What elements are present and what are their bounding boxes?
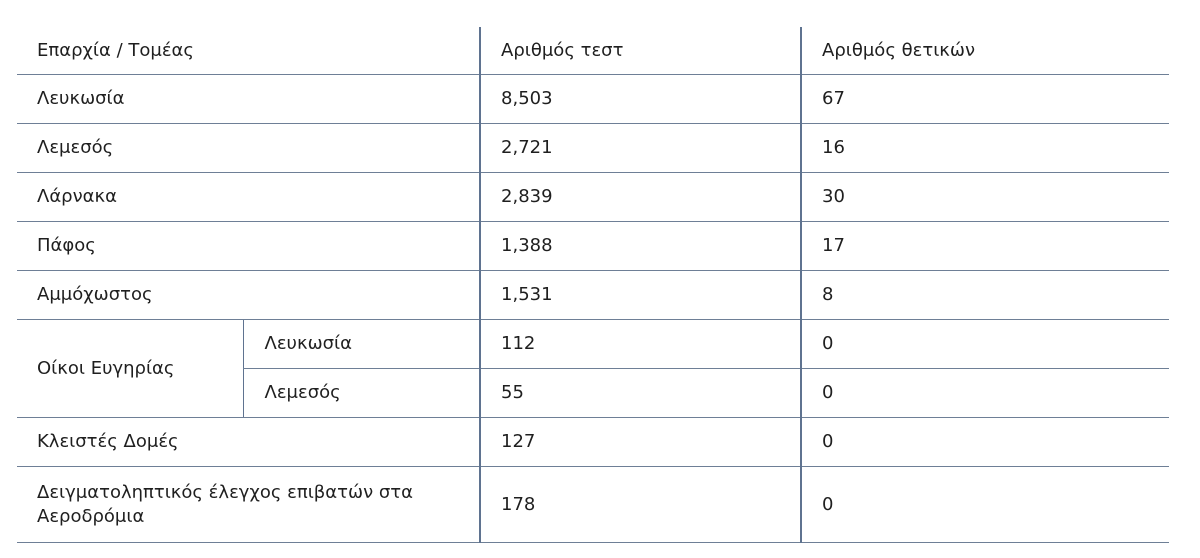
cell-positives: 0 — [800, 466, 1170, 543]
cell-tests: 2,839 — [479, 172, 802, 222]
cell-positives: 0 — [800, 368, 1170, 418]
cell-region: Λάρνακα — [17, 172, 481, 222]
cell-positives: 16 — [800, 123, 1170, 173]
cell-region: Αμμόχωστος — [17, 270, 481, 320]
test-results-table-container: Επαρχία / Τομέας Αριθμός τεστ Αριθμός θε… — [17, 27, 1170, 543]
cell-positives: 0 — [800, 417, 1170, 467]
cell-positives: 8 — [800, 270, 1170, 320]
cell-tests: 127 — [479, 417, 802, 467]
cell-region: Κλειστές Δομές — [17, 417, 481, 467]
table-row-care-homes: Λεμεσός 55 0 — [17, 368, 1170, 418]
table-row-care-homes: Οίκοι Ευγηρίας Λευκωσία 112 0 — [17, 319, 1170, 418]
cell-care-homes-label: Οίκοι Ευγηρίας — [17, 319, 243, 418]
header-tests: Αριθμός τεστ — [479, 27, 802, 75]
table-row: Δειγματοληπτικός έλεγχος επιβατών στα Αε… — [17, 466, 1170, 543]
table-row: Λάρνακα 2,839 30 — [17, 172, 1170, 222]
table-row: Λεμεσός 2,721 16 — [17, 123, 1170, 173]
test-results-table: Επαρχία / Τομέας Αριθμός τεστ Αριθμός θε… — [17, 27, 1170, 543]
table-row: Κλειστές Δομές 127 0 — [17, 417, 1170, 467]
cell-tests: 1,388 — [479, 221, 802, 271]
table-row: Λευκωσία 8,503 67 — [17, 74, 1170, 124]
cell-sub-region: Λευκωσία — [242, 319, 481, 369]
header-positives: Αριθμός θετικών — [800, 27, 1170, 75]
cell-tests: 178 — [479, 466, 802, 543]
header-region: Επαρχία / Τομέας — [17, 27, 481, 75]
cell-tests: 2,721 — [479, 123, 802, 173]
cell-tests: 112 — [479, 319, 802, 369]
cell-region: Λευκωσία — [17, 74, 481, 124]
cell-positives: 30 — [800, 172, 1170, 222]
cell-positives: 0 — [800, 319, 1170, 369]
cell-tests: 55 — [479, 368, 802, 418]
cell-sub-region: Λεμεσός — [242, 368, 481, 418]
cell-positives: 67 — [800, 74, 1170, 124]
cell-region: Δειγματοληπτικός έλεγχος επιβατών στα Αε… — [17, 466, 481, 543]
cell-region: Πάφος — [17, 221, 481, 271]
cell-tests: 1,531 — [479, 270, 802, 320]
cell-positives: 17 — [800, 221, 1170, 271]
cell-region: Λεμεσός — [17, 123, 481, 173]
table-row: Πάφος 1,388 17 — [17, 221, 1170, 271]
table-header-row: Επαρχία / Τομέας Αριθμός τεστ Αριθμός θε… — [17, 27, 1170, 75]
cell-tests: 8,503 — [479, 74, 802, 124]
table-row: Αμμόχωστος 1,531 8 — [17, 270, 1170, 320]
